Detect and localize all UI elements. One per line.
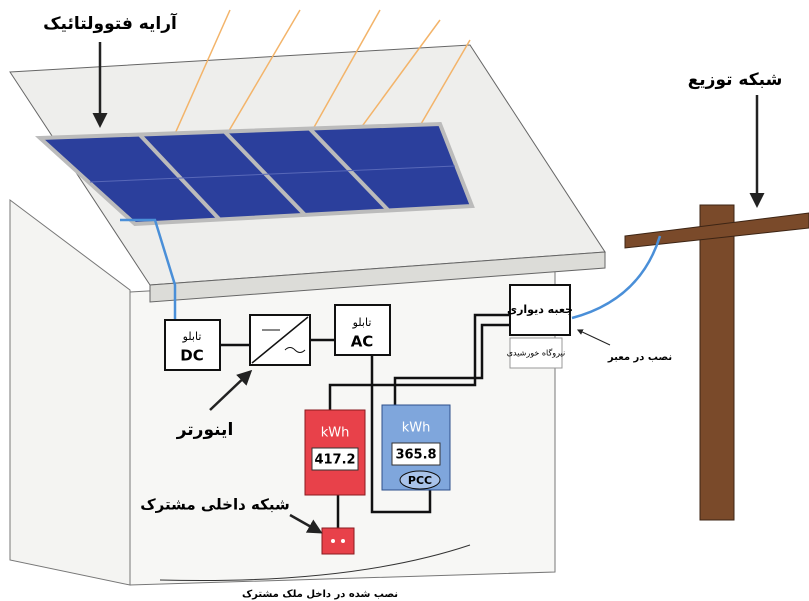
label: اینورتر: [176, 420, 234, 440]
meter-reading: 417.2: [314, 453, 355, 468]
box-title: تابلو: [182, 330, 202, 343]
ac-box: تابلو AC: [335, 305, 390, 355]
box-note: نیروگاه خورشیدی: [507, 348, 565, 358]
meter-tag: PCC: [408, 474, 432, 487]
socket: [322, 528, 354, 554]
label: آرایه فتوولتائیک: [43, 12, 178, 34]
diagram: تابلو DC تابلو AC جعبه دیواری نیروگاه خو…: [0, 0, 809, 601]
box-title: تابلو: [352, 316, 372, 329]
meter-unit: kWh: [402, 421, 431, 436]
box-title: جعبه دیواری: [507, 303, 573, 316]
inverter-box: [250, 315, 310, 365]
label: نصب در معبر: [607, 352, 672, 363]
dc-box: تابلو DC: [165, 320, 220, 370]
meter-unit: kWh: [321, 426, 350, 441]
label: نصب شده در داخل ملک مشترک: [242, 589, 398, 600]
box-label: DC: [180, 347, 203, 365]
meter-consumption: kWh 417.2: [305, 410, 365, 495]
label: شبکه توزیع: [688, 70, 783, 90]
pole: [700, 205, 734, 520]
wall-box: جعبه دیواری نیروگاه خورشیدی: [507, 285, 573, 368]
arrow: [578, 330, 610, 345]
box-label: AC: [351, 333, 374, 351]
meter-production: kWh 365.8 PCC: [382, 405, 450, 490]
house-side: [10, 200, 130, 585]
label: شبکه داخلی مشترک: [140, 496, 289, 514]
meter-reading: 365.8: [395, 448, 436, 463]
